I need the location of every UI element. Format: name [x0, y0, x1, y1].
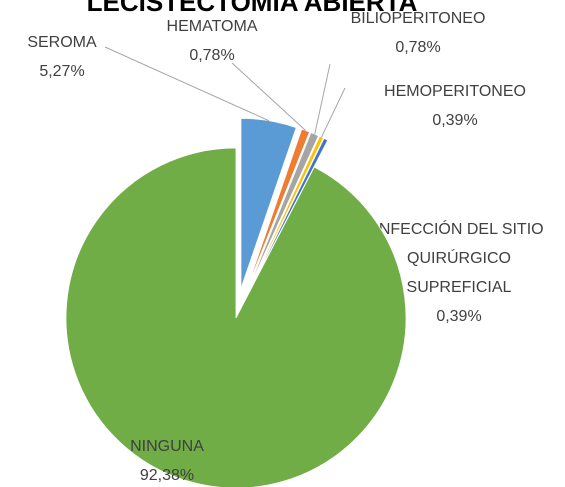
- data-label-name: HEMATOMA: [167, 18, 258, 35]
- chart-title: LECISTECTOMIA ABIERTA: [87, 0, 418, 17]
- data-label-value: 0,39%: [436, 308, 481, 325]
- label-line: QUIRÚRGICO: [407, 248, 511, 267]
- leader-line: [231, 62, 306, 131]
- data-label-value: 5,27%: [39, 63, 84, 80]
- data-label-value: 0,78%: [189, 47, 234, 64]
- leader-line: [104, 46, 270, 122]
- leader-line: [314, 63, 331, 135]
- data-label-name: NINGUNA: [130, 438, 204, 455]
- label-line: SUPREFICIAL: [407, 279, 512, 296]
- pie-slice: [249, 137, 329, 292]
- data-label-name: HEMOPERITONEO: [384, 83, 526, 100]
- pie-slice: [240, 118, 297, 289]
- pie-slice: [248, 135, 324, 292]
- data-label-name: INFECCIÓN DEL SITIO QUIRÚRGICO SUPREFICIAL: [374, 219, 543, 296]
- label-line: INFECCIÓN DEL SITIO: [374, 219, 543, 238]
- data-label-name: SEROMA: [27, 34, 97, 51]
- leader-line: [320, 87, 346, 138]
- pie-slice: [65, 147, 407, 487]
- data-label-value: 92,38%: [140, 467, 194, 484]
- data-label-value: 0,39%: [432, 112, 477, 129]
- data-label-name: BILIOPERITONEO: [351, 10, 486, 27]
- data-label-value: 0,78%: [395, 39, 440, 56]
